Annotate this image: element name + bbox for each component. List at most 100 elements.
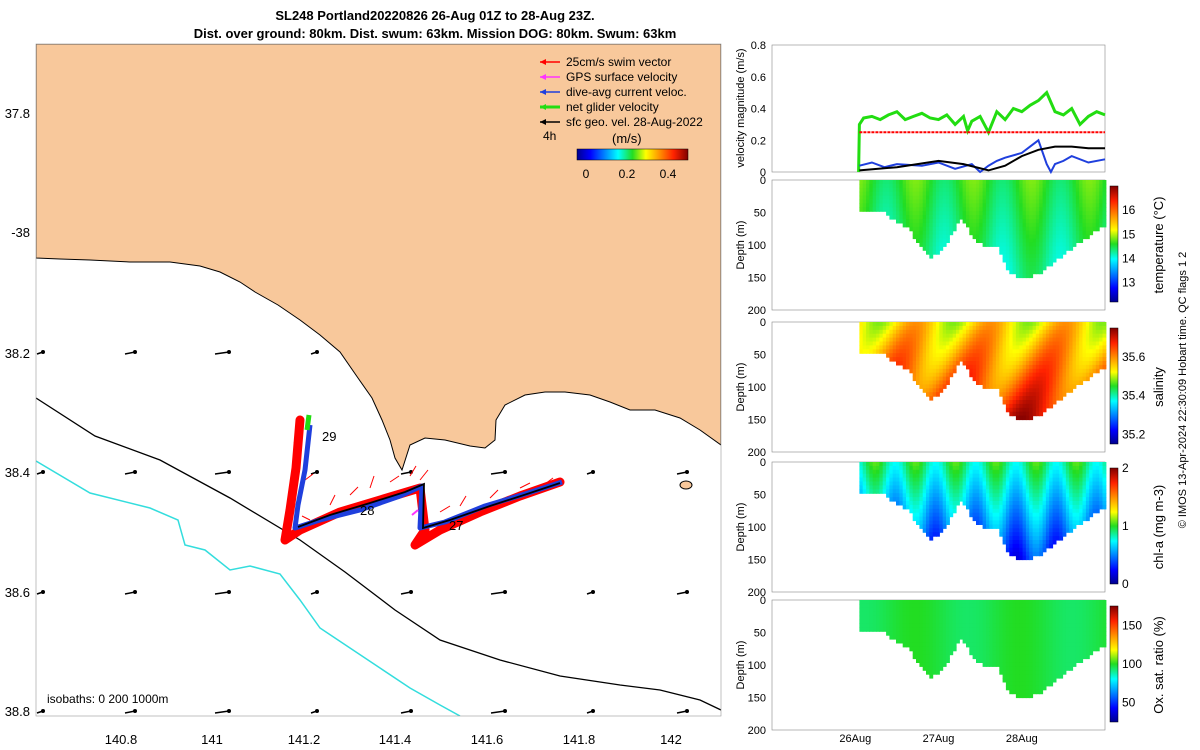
velocity-panel: 00.20.40.60.8 velocity magnitude (m/s) [735,40,1106,179]
section-cell [992,631,997,636]
section-cell [912,345,917,350]
section-cell [979,600,984,605]
section-cell [879,485,884,490]
section-cell [986,325,990,331]
section-cell [862,345,867,350]
section-cell [982,650,987,656]
section-cell [906,337,910,343]
section-cell [1042,489,1047,494]
section-cell [936,497,940,502]
section-cell [939,183,944,189]
section-cell [1045,376,1050,382]
section-cell [986,211,990,216]
section-cell [1092,631,1097,636]
section-cell [995,600,1000,605]
section-cell [936,242,940,247]
section-cell [1095,345,1100,350]
section-cell [962,465,967,471]
section-cell [1065,341,1070,346]
section-cell [982,493,987,498]
section-cell [992,603,997,609]
section-cell [1035,372,1040,378]
section-cell [946,619,950,624]
section-cell [1005,207,1010,212]
section-cell [1005,242,1010,247]
section-cell [939,473,944,479]
section-cell [926,646,930,652]
section-cell [1002,654,1007,660]
section-cell [906,195,910,201]
section-cell [1099,207,1104,212]
section-cell [1035,361,1040,366]
section-cell [999,191,1004,197]
section-cell [1042,681,1047,687]
section-cell [912,349,917,354]
section-cell [999,635,1004,640]
section-cell [872,623,877,628]
section-cell [1059,654,1064,660]
section-cell [995,623,1000,628]
section-cell [892,619,897,624]
section-cell [1035,234,1040,240]
section-cell [916,238,920,243]
section-cell [922,388,927,393]
section-cell [1042,639,1047,644]
section-cell [989,650,994,656]
section-cell [1002,372,1007,378]
section-cell [932,349,937,354]
section-cell [922,497,927,502]
section-cell [919,481,924,486]
section-cell [986,485,990,490]
section-cell [976,372,980,378]
section-cell [1032,388,1037,393]
section-cell [892,465,897,471]
section-cell [949,627,954,632]
section-cell [1045,465,1050,471]
section-cell [1079,191,1084,197]
section-cell [939,211,944,216]
section-cell [979,234,984,240]
section-cell [899,199,904,204]
section-cell [1042,504,1047,510]
section-cell [972,337,977,343]
section-cell [1002,353,1007,358]
section-cell [1045,199,1050,204]
section-cell [899,462,904,467]
section-cell [989,372,994,378]
section-cell [862,207,867,212]
section-cell [879,611,884,617]
section-cell [872,325,877,331]
section-cell [906,357,910,362]
section-cell [919,211,924,216]
section-cell [1099,341,1104,346]
section-cell [1055,497,1060,502]
section-cell [966,619,970,624]
section-cell [869,615,874,621]
section-cell [1085,465,1090,471]
section-cell [1025,329,1030,335]
section-cell [1009,646,1014,652]
section-cell [982,501,987,506]
section-cell [969,211,974,216]
section-cell [942,497,947,502]
section-cell [1019,623,1024,628]
section-cell [1039,516,1044,522]
section-cell [939,191,944,197]
section-cell [966,357,970,362]
section-cell [999,462,1004,467]
section-cell [1042,380,1047,385]
section-cell [1075,207,1080,212]
section-cell [869,462,874,467]
section-cell [1029,199,1034,204]
section-cell [866,187,870,193]
section-cell [1022,238,1027,243]
section-cell [906,325,910,331]
section-cell [929,230,934,236]
section-cell [919,215,924,220]
section-cell [1012,258,1017,263]
section-cell [1002,361,1007,366]
section-cell [1095,364,1100,370]
section-cell [1059,392,1064,397]
section-cell [869,195,874,201]
section-cell [902,615,907,621]
